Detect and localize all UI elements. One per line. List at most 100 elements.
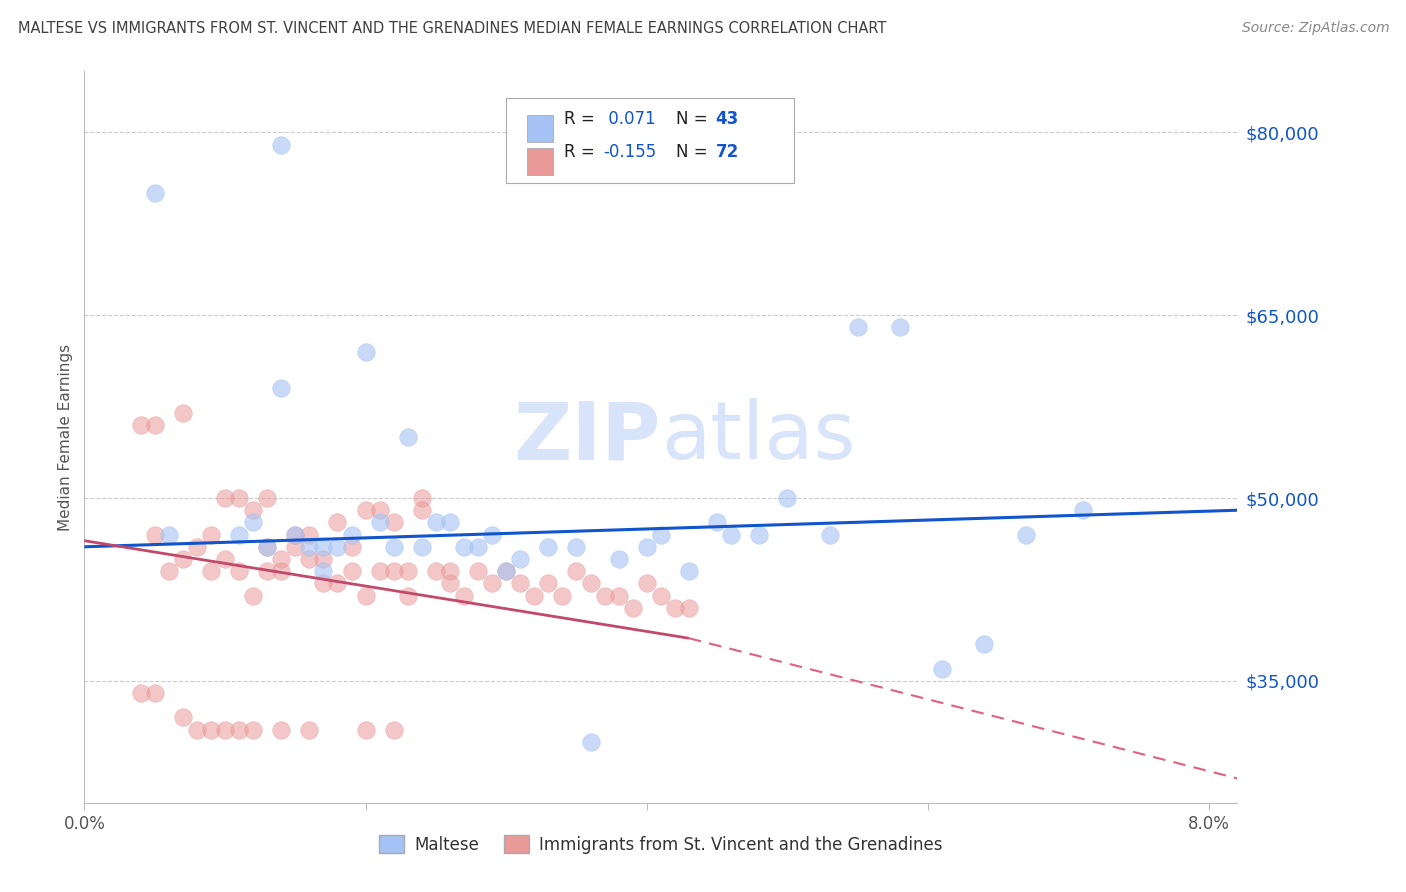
- Point: [143, 527, 166, 541]
- Point: [172, 406, 194, 420]
- Point: [467, 564, 489, 578]
- Point: [607, 552, 630, 566]
- Point: [425, 516, 447, 530]
- Point: [678, 600, 700, 615]
- Point: [172, 710, 194, 724]
- Text: N =: N =: [676, 111, 713, 128]
- Point: [157, 527, 180, 541]
- Point: [636, 540, 658, 554]
- Point: [228, 723, 250, 737]
- Point: [396, 564, 419, 578]
- Text: Source: ZipAtlas.com: Source: ZipAtlas.com: [1241, 21, 1389, 36]
- Point: [143, 686, 166, 700]
- Point: [228, 491, 250, 505]
- Point: [636, 576, 658, 591]
- Point: [664, 600, 686, 615]
- Point: [242, 723, 264, 737]
- Point: [1015, 527, 1038, 541]
- Point: [706, 516, 728, 530]
- Point: [382, 564, 405, 578]
- Point: [537, 540, 560, 554]
- Point: [621, 600, 644, 615]
- Point: [340, 564, 363, 578]
- Point: [565, 540, 588, 554]
- Point: [396, 430, 419, 444]
- Point: [284, 527, 307, 541]
- Point: [270, 564, 292, 578]
- Point: [650, 527, 672, 541]
- Point: [509, 576, 531, 591]
- Point: [748, 527, 770, 541]
- Point: [382, 516, 405, 530]
- Point: [495, 564, 517, 578]
- Point: [200, 564, 222, 578]
- Legend: Maltese, Immigrants from St. Vincent and the Grenadines: Maltese, Immigrants from St. Vincent and…: [373, 829, 949, 860]
- Point: [425, 564, 447, 578]
- Point: [509, 552, 531, 566]
- Point: [439, 564, 461, 578]
- Text: ZIP: ZIP: [513, 398, 661, 476]
- Point: [453, 540, 475, 554]
- Point: [228, 527, 250, 541]
- Point: [382, 723, 405, 737]
- Point: [143, 186, 166, 201]
- Point: [214, 552, 236, 566]
- Point: [382, 540, 405, 554]
- Point: [157, 564, 180, 578]
- Point: [143, 417, 166, 432]
- Point: [607, 589, 630, 603]
- Point: [481, 576, 503, 591]
- Point: [411, 491, 433, 505]
- Point: [214, 491, 236, 505]
- Text: N =: N =: [676, 143, 713, 161]
- Point: [931, 662, 953, 676]
- Point: [776, 491, 799, 505]
- Point: [312, 540, 335, 554]
- Point: [523, 589, 546, 603]
- Point: [720, 527, 742, 541]
- Point: [340, 527, 363, 541]
- Point: [228, 564, 250, 578]
- Text: atlas: atlas: [661, 398, 855, 476]
- Point: [354, 589, 377, 603]
- Point: [326, 540, 349, 554]
- Point: [411, 503, 433, 517]
- Point: [368, 564, 391, 578]
- Point: [537, 576, 560, 591]
- Text: R =: R =: [564, 111, 600, 128]
- Point: [298, 540, 321, 554]
- Point: [354, 503, 377, 517]
- Point: [200, 527, 222, 541]
- Point: [565, 564, 588, 578]
- Point: [439, 516, 461, 530]
- Point: [368, 516, 391, 530]
- Point: [312, 576, 335, 591]
- Point: [650, 589, 672, 603]
- Point: [200, 723, 222, 737]
- Point: [354, 723, 377, 737]
- Point: [256, 491, 278, 505]
- Point: [846, 320, 869, 334]
- Point: [973, 637, 995, 651]
- Point: [129, 686, 152, 700]
- Point: [481, 527, 503, 541]
- Point: [551, 589, 574, 603]
- Point: [270, 137, 292, 152]
- Point: [889, 320, 911, 334]
- Point: [439, 576, 461, 591]
- Point: [256, 540, 278, 554]
- Point: [312, 552, 335, 566]
- Point: [270, 552, 292, 566]
- Point: [326, 516, 349, 530]
- Point: [129, 417, 152, 432]
- Point: [284, 540, 307, 554]
- Point: [284, 527, 307, 541]
- Point: [411, 540, 433, 554]
- Y-axis label: Median Female Earnings: Median Female Earnings: [58, 343, 73, 531]
- Point: [818, 527, 841, 541]
- Text: 0.071: 0.071: [603, 111, 655, 128]
- Point: [242, 589, 264, 603]
- Point: [256, 540, 278, 554]
- Point: [186, 540, 208, 554]
- Point: [242, 516, 264, 530]
